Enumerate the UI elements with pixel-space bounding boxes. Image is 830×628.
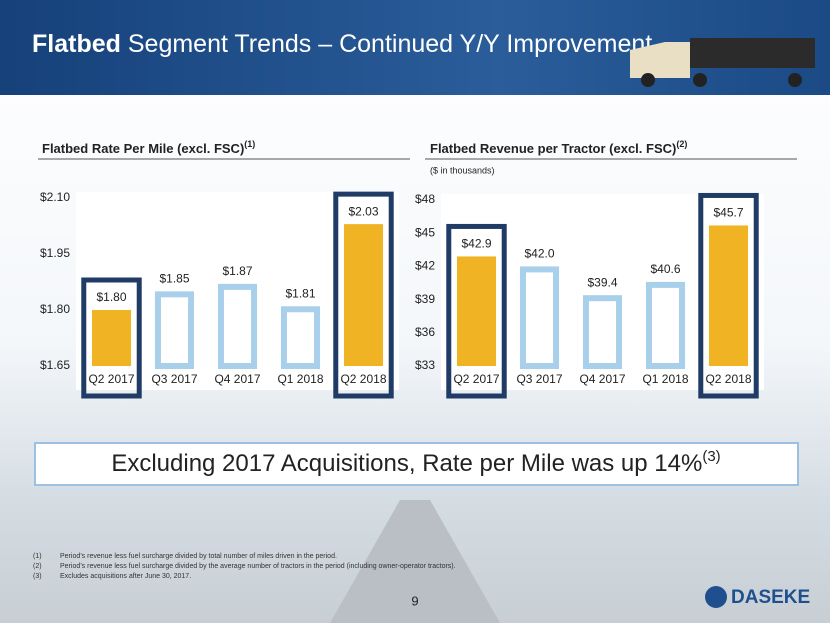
banner-note: (3) bbox=[702, 448, 720, 465]
chart-title-note: (2) bbox=[676, 139, 687, 149]
y-tick-label: $1.65 bbox=[40, 358, 70, 372]
slide-title: Flatbed Segment Trends – Continued Y/Y I… bbox=[32, 30, 652, 58]
highlight-box bbox=[333, 191, 394, 399]
bar bbox=[343, 224, 384, 366]
bar bbox=[456, 256, 497, 366]
x-tick-label: Q2 2017 bbox=[453, 372, 499, 386]
highlight-box bbox=[81, 277, 142, 399]
value-label: $1.81 bbox=[285, 286, 315, 300]
footnote-marker: (2) bbox=[33, 563, 42, 570]
chart-title-text: Flatbed Revenue per Tractor (excl. FSC) bbox=[430, 141, 676, 156]
bar bbox=[519, 266, 560, 369]
charts: Flatbed Rate Per Mile (excl. FSC)(1) $1.6… bbox=[38, 139, 797, 399]
footnote-text: Period’s revenue less fuel surcharge div… bbox=[60, 563, 456, 570]
banner-text: Excluding 2017 Acquisitions, Rate per Mi… bbox=[111, 448, 720, 477]
value-label: $42.0 bbox=[524, 247, 554, 261]
logo-mark bbox=[705, 586, 727, 608]
value-label: $1.80 bbox=[96, 290, 126, 304]
value-label: $42.9 bbox=[461, 237, 491, 251]
footnote-text: Excludes acquisitions after June 30, 201… bbox=[60, 573, 191, 580]
logo: DASEKE bbox=[731, 587, 810, 608]
chart-title: Flatbed Rate Per Mile (excl. FSC)(1) bbox=[42, 139, 255, 156]
title-bold: Flatbed bbox=[32, 30, 121, 58]
y-tick-label: $1.80 bbox=[40, 302, 70, 316]
bar bbox=[582, 295, 623, 370]
x-tick-label: Q1 2018 bbox=[277, 372, 323, 386]
x-tick-label: Q3 2017 bbox=[516, 372, 562, 386]
cab bbox=[630, 42, 690, 78]
trailer bbox=[690, 38, 815, 68]
x-tick-label: Q2 2018 bbox=[340, 372, 386, 386]
chart-subtitle: ($ in thousands) bbox=[430, 165, 495, 175]
y-tick-label: $2.10 bbox=[40, 190, 70, 204]
bar bbox=[154, 291, 195, 370]
chart-title: Flatbed Revenue per Tractor (excl. FSC)(… bbox=[430, 139, 687, 156]
bar bbox=[645, 281, 686, 370]
bar bbox=[91, 310, 132, 366]
value-label: $45.7 bbox=[713, 206, 743, 220]
chart-title-text: Flatbed Rate Per Mile (excl. FSC) bbox=[42, 141, 244, 156]
value-label: $40.6 bbox=[650, 262, 680, 276]
x-tick-label: Q4 2017 bbox=[579, 372, 625, 386]
wheel bbox=[788, 73, 802, 87]
footnote-marker: (3) bbox=[33, 573, 42, 580]
banner-box bbox=[34, 442, 799, 486]
y-tick-label: $36 bbox=[415, 325, 435, 339]
bar bbox=[217, 283, 258, 369]
x-tick-label: Q1 2018 bbox=[642, 372, 688, 386]
y-tick-label: $1.95 bbox=[40, 246, 70, 260]
footnote-text: Period’s revenue less fuel surcharge div… bbox=[60, 553, 337, 560]
banner-main: Excluding 2017 Acquisitions, Rate per Mi… bbox=[111, 450, 702, 477]
y-tick-label: $42 bbox=[415, 259, 435, 273]
bar bbox=[280, 306, 321, 369]
y-tick-label: $39 bbox=[415, 292, 435, 306]
y-tick-label: $45 bbox=[415, 225, 435, 239]
y-tick-label: $48 bbox=[415, 192, 435, 206]
x-tick-label: Q4 2017 bbox=[214, 372, 260, 386]
wheel bbox=[693, 73, 707, 87]
highlight-box bbox=[698, 192, 759, 399]
value-label: $1.85 bbox=[159, 272, 189, 286]
x-tick-label: Q3 2017 bbox=[151, 372, 197, 386]
x-tick-label: Q2 2018 bbox=[705, 372, 751, 386]
footnotes: (1) Period’s revenue less fuel surcharge … bbox=[33, 553, 456, 580]
truck bbox=[630, 38, 815, 87]
y-tick-label: $33 bbox=[415, 358, 435, 372]
title-rest: Segment Trends – Continued Y/Y Improveme… bbox=[128, 30, 652, 58]
page-number: 9 bbox=[411, 593, 418, 608]
footnote-marker: (1) bbox=[33, 553, 42, 560]
x-tick-label: Q2 2017 bbox=[88, 372, 134, 386]
bar bbox=[708, 225, 749, 366]
value-label: $2.03 bbox=[348, 204, 378, 218]
highlight-box bbox=[446, 223, 507, 399]
wheel bbox=[641, 73, 655, 87]
road bbox=[330, 500, 500, 623]
chart-title-note: (1) bbox=[244, 139, 255, 149]
value-label: $1.87 bbox=[222, 264, 252, 278]
value-label: $39.4 bbox=[587, 275, 617, 289]
